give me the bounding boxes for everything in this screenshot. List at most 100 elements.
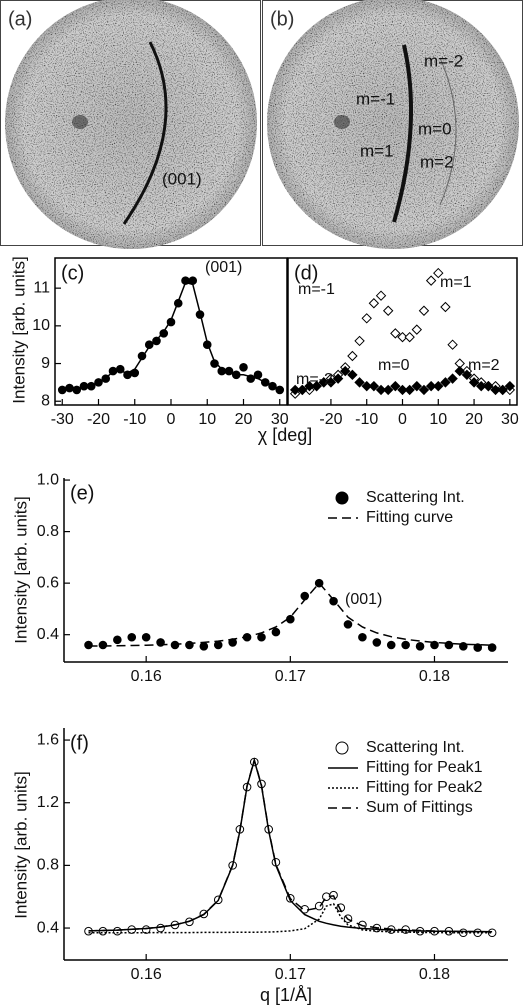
legend-label: Fitting curve — [366, 509, 453, 526]
marker — [354, 335, 365, 347]
marker — [372, 638, 382, 647]
chart-panel: -20 -10 0 10 20 30 (d)m=-1 m=1 m=0 m=-2 m=2 — [287, 257, 519, 428]
marker — [84, 640, 93, 650]
panel-label: (e) — [70, 482, 94, 504]
marker — [386, 640, 396, 650]
marker — [447, 339, 458, 350]
panel-label: (d) — [294, 262, 318, 284]
y-tick-label: 0.8 — [37, 857, 59, 874]
diffraction-arc — [392, 44, 413, 223]
x-tick-label: 30 — [271, 411, 289, 428]
marker — [433, 267, 444, 279]
image-a: (a) (001) — [0, 0, 261, 249]
marker — [347, 369, 358, 381]
marker — [354, 377, 365, 388]
y-tick-label: 11 — [33, 279, 50, 296]
series-line — [88, 757, 493, 933]
x-tick-label: 10 — [429, 411, 447, 428]
annotation: m=-1 — [356, 89, 395, 108]
x-tick-label: 30 — [501, 411, 519, 428]
x-tick-label: 20 — [235, 411, 253, 428]
image-b: (b) m=-1 m=-2 m=0 m=1 m=2 — [262, 0, 523, 249]
marker — [390, 380, 401, 392]
marker — [454, 365, 465, 377]
marker — [497, 384, 508, 396]
marker — [382, 384, 394, 396]
marker — [487, 928, 497, 938]
marker — [483, 380, 494, 392]
legend-label: Scattering Int. — [366, 489, 465, 506]
beam-spot — [334, 115, 350, 129]
marker — [297, 384, 308, 396]
marker — [433, 380, 444, 392]
marker — [271, 627, 281, 637]
annotation: (001) — [345, 591, 382, 608]
panel-label: (b) — [270, 8, 294, 30]
x-axis-label: χ [deg] — [258, 425, 312, 445]
x-tick-label: 0.16 — [131, 966, 162, 983]
chart-panel: 0.4 0.6 0.8 1.0 0.16 0.17 0.18 (e) Intensity [ar… — [11, 471, 508, 685]
marker — [289, 384, 301, 396]
x-tick-label: 20 — [465, 411, 483, 428]
marker — [415, 641, 425, 651]
x-tick-label: -30 — [51, 411, 74, 428]
x-tick-label: 0.17 — [275, 966, 306, 983]
marker — [311, 380, 322, 392]
x-tick-label: -20 — [87, 411, 110, 428]
y-tick-label: 0.6 — [37, 574, 59, 591]
x-tick-label: 0 — [398, 411, 407, 428]
diffraction-arc — [122, 41, 168, 225]
marker — [411, 380, 423, 392]
marker — [340, 365, 351, 377]
marker — [476, 380, 487, 392]
marker — [329, 596, 338, 606]
marker — [275, 385, 285, 395]
annotation: m=2 — [420, 152, 454, 171]
y-tick-label: 8 — [41, 392, 50, 409]
marker — [98, 640, 108, 650]
x-tick-label: 10 — [198, 411, 216, 428]
x-tick-label: -10 — [123, 411, 146, 428]
marker — [444, 640, 454, 650]
marker — [375, 290, 387, 301]
x-tick-label: 0 — [167, 411, 176, 428]
series-line — [88, 581, 493, 647]
annotation: m=-1 — [298, 281, 335, 298]
y-tick-label: 9 — [41, 355, 50, 372]
y-tick-label: 0.8 — [37, 523, 59, 540]
x-tick-label: -20 — [319, 411, 342, 428]
annotation: m=2 — [468, 357, 500, 374]
marker — [332, 373, 344, 384]
marker — [141, 632, 151, 642]
legend-marker — [335, 741, 349, 755]
series-line — [62, 281, 281, 391]
marker — [490, 384, 501, 396]
marker — [318, 377, 329, 388]
marker — [504, 380, 516, 392]
marker — [257, 632, 266, 642]
marker — [390, 328, 401, 339]
y-tick-label: 1.0 — [37, 471, 59, 488]
x-tick-label: 0.16 — [131, 668, 162, 685]
panel-label: (a) — [8, 8, 32, 30]
marker — [404, 331, 415, 343]
detector — [5, 0, 257, 249]
marker — [127, 632, 137, 642]
x-tick-label: 0.18 — [419, 966, 450, 983]
beam-spot — [72, 115, 88, 129]
annotation: m=1 — [440, 274, 472, 291]
y-axis-label: Intensity [arb. units] — [11, 771, 30, 918]
x-tick-label: 0.17 — [275, 668, 306, 685]
marker — [382, 305, 394, 316]
marker — [404, 384, 415, 396]
marker — [411, 324, 423, 335]
faint-arc — [439, 57, 457, 206]
detector — [267, 0, 519, 249]
legend-label: Fitting for Peak2 — [366, 779, 483, 796]
annotation: (001) — [162, 169, 202, 188]
annotation: (001) — [205, 259, 242, 276]
marker — [425, 275, 437, 286]
marker — [113, 635, 122, 645]
marker — [65, 383, 74, 393]
